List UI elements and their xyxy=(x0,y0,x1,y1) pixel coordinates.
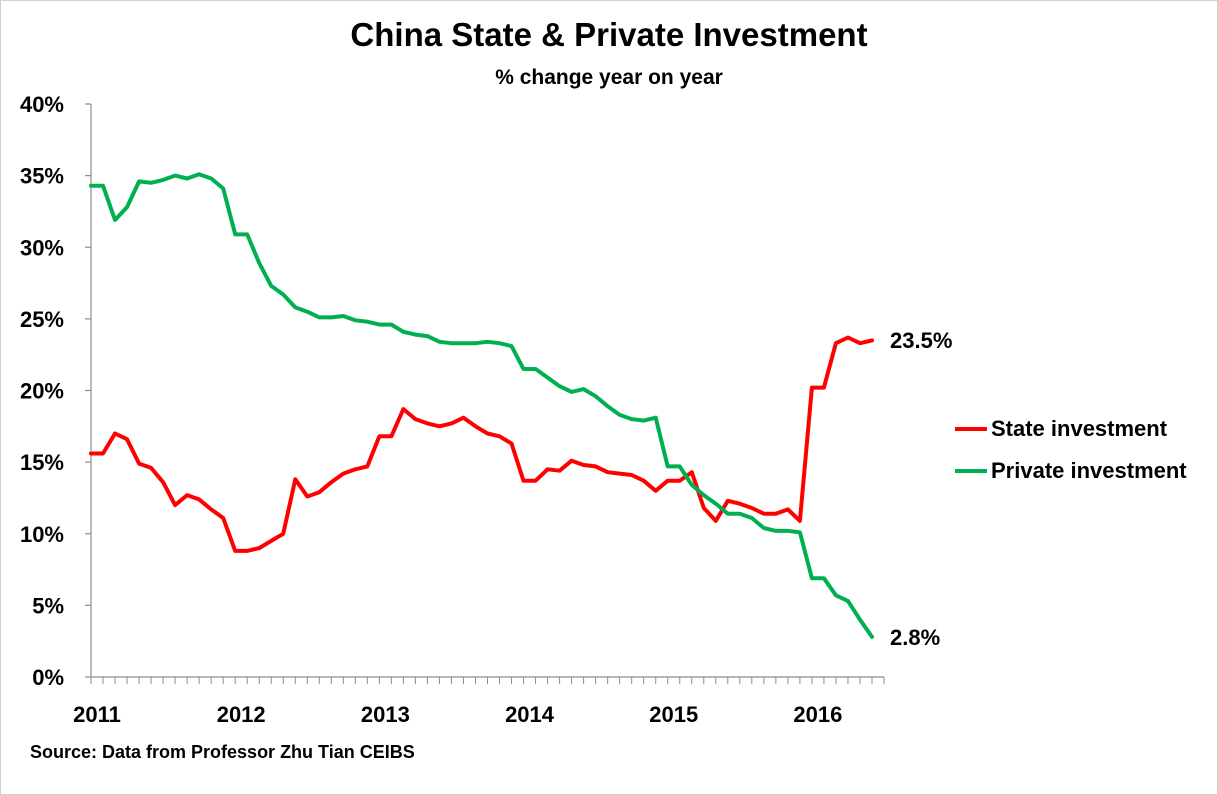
y-tick-label: 30% xyxy=(20,235,64,260)
y-tick-label: 5% xyxy=(32,593,64,618)
legend: State investment Private investment xyxy=(955,408,1187,492)
end-label-private: 2.8% xyxy=(890,625,941,650)
legend-swatch-state xyxy=(955,427,987,431)
y-tick-label: 35% xyxy=(20,164,64,189)
chart-title: China State & Private Investment xyxy=(350,16,868,53)
y-tick-label: 40% xyxy=(20,92,64,117)
chart-subtitle: % change year on year xyxy=(495,66,723,89)
legend-item-private: Private investment xyxy=(955,450,1187,492)
x-tick-label: 2012 xyxy=(217,702,266,727)
y-tick-label: 10% xyxy=(20,522,64,547)
y-tick-label: 15% xyxy=(20,450,64,475)
legend-swatch-private xyxy=(955,469,987,473)
source-note: Source: Data from Professor Zhu Tian CEI… xyxy=(30,742,415,762)
series-line-private-investment xyxy=(89,172,874,639)
y-tick-label: 0% xyxy=(32,665,64,690)
x-tick-label: 2016 xyxy=(793,702,842,727)
x-tick-label: 2013 xyxy=(361,702,410,727)
series-line-state-investment xyxy=(89,335,874,553)
legend-item-state: State investment xyxy=(955,408,1187,450)
x-tick-label: 2015 xyxy=(649,702,698,727)
legend-label-private: Private investment xyxy=(991,458,1187,483)
legend-label-state: State investment xyxy=(991,416,1168,441)
x-tick-label: 2011 xyxy=(73,702,121,727)
y-tick-label: 20% xyxy=(20,379,64,404)
x-tick-label: 2014 xyxy=(505,702,555,727)
y-tick-label: 25% xyxy=(20,307,64,332)
end-label-state: 23.5% xyxy=(890,328,953,353)
